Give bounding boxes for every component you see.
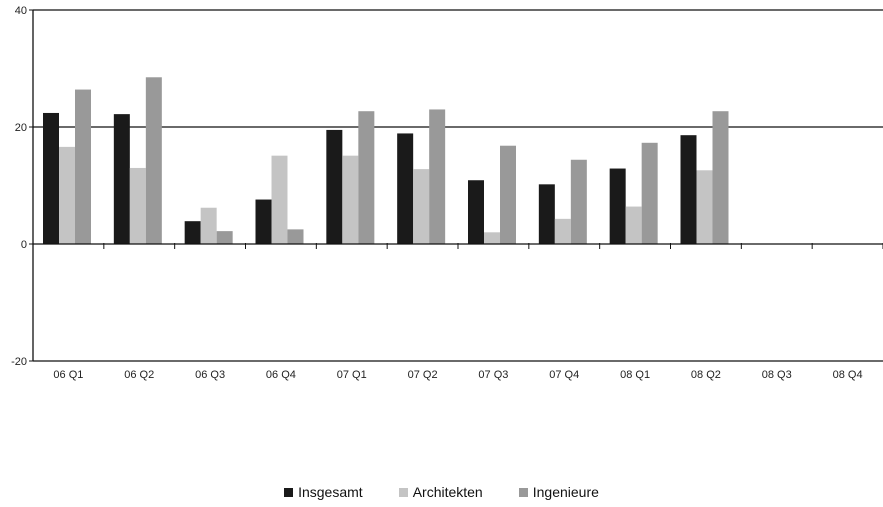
x-tick-label: 07 Q1 [337, 369, 367, 381]
x-tick-label: 08 Q4 [833, 369, 863, 381]
x-tick-label: 06 Q3 [195, 369, 225, 381]
y-tick-label: 20 [15, 122, 27, 134]
bar-ingenieure [500, 146, 516, 244]
legend-swatch [284, 488, 293, 497]
bar-ingenieure [146, 77, 162, 244]
bar-architekten [697, 170, 713, 244]
legend-item: Ingenieure [519, 484, 599, 500]
bar-architekten [342, 156, 358, 244]
bar-chart: -20 0 20 40 06 Q1 06 Q2 06 Q3 06 Q4 07 Q1 07 Q2 07… [0, 0, 883, 480]
x-tick-label: 06 Q1 [53, 369, 83, 381]
x-tick-label: 06 Q4 [266, 369, 296, 381]
bar-architekten [413, 169, 429, 244]
bar-insgesamt [681, 135, 697, 244]
y-tick-label: 40 [15, 5, 27, 17]
bar-insgesamt [185, 221, 201, 244]
bar-insgesamt [539, 184, 555, 244]
bar-ingenieure [288, 229, 304, 244]
bar-architekten [555, 219, 571, 244]
legend-label: Ingenieure [533, 484, 599, 500]
bar-architekten [626, 207, 642, 244]
bar-architekten [272, 156, 288, 244]
bar-insgesamt [610, 169, 626, 244]
bar-insgesamt [256, 200, 272, 244]
y-tick-label: 0 [21, 239, 27, 251]
x-tick-label: 07 Q3 [478, 369, 508, 381]
x-tick-label: 06 Q2 [124, 369, 154, 381]
legend-label: Architekten [413, 484, 483, 500]
bar-ingenieure [75, 90, 91, 244]
bar-ingenieure [217, 231, 233, 244]
bar-ingenieure [358, 111, 374, 244]
x-tick-label: 07 Q2 [408, 369, 438, 381]
bar-insgesamt [326, 130, 342, 244]
bar-ingenieure [571, 160, 587, 244]
legend-swatch [399, 488, 408, 497]
bar-architekten [59, 147, 75, 244]
legend-swatch [519, 488, 528, 497]
bar-insgesamt [468, 180, 484, 244]
bar-insgesamt [114, 114, 130, 244]
bar-ingenieure [429, 109, 445, 244]
bar-ingenieure [642, 143, 658, 244]
x-tick-label: 08 Q1 [620, 369, 650, 381]
legend-item: Insgesamt [284, 484, 363, 500]
bar-insgesamt [397, 133, 413, 244]
y-tick-label: -20 [11, 356, 27, 368]
x-tick-label: 07 Q4 [549, 369, 579, 381]
x-tick-label: 08 Q3 [762, 369, 792, 381]
bar-architekten [130, 168, 146, 244]
bar-architekten [484, 232, 500, 244]
bars [43, 77, 729, 244]
legend-label: Insgesamt [298, 484, 363, 500]
x-tick-label: 08 Q2 [691, 369, 721, 381]
bar-ingenieure [713, 111, 729, 244]
legend-item: Architekten [399, 484, 483, 500]
legend: Insgesamt Architekten Ingenieure [0, 484, 883, 500]
bar-architekten [201, 208, 217, 244]
bar-insgesamt [43, 113, 59, 244]
